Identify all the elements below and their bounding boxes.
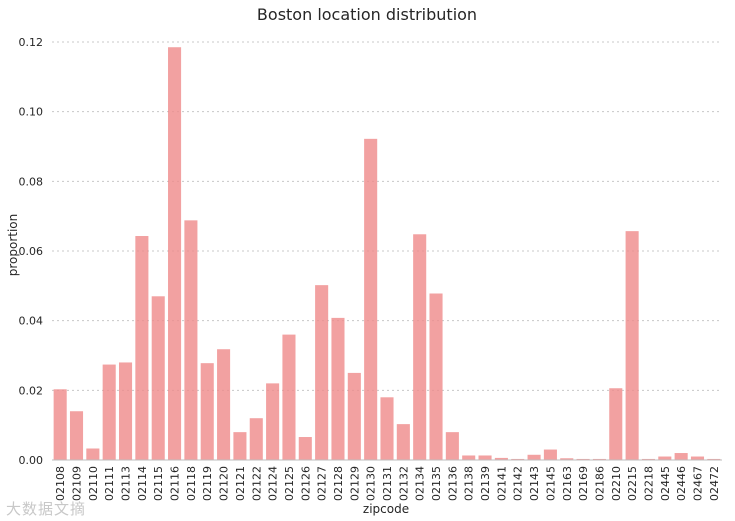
x-tick-label: 02186: [593, 466, 606, 501]
x-tick-label: 02113: [120, 466, 133, 501]
bars: [53, 47, 721, 460]
bar: [641, 458, 655, 460]
x-tick-label: 02445: [659, 466, 672, 501]
bar: [102, 364, 116, 460]
x-tick-label: 02215: [626, 466, 639, 501]
bar: [625, 231, 639, 460]
bar: [217, 349, 231, 460]
bar: [690, 456, 705, 460]
bar: [200, 363, 214, 460]
x-tick-label: 02145: [544, 466, 557, 501]
x-tick-label: 02210: [610, 466, 623, 501]
y-tick-label: 0.10: [19, 106, 44, 119]
x-tick-label: 02135: [430, 466, 443, 501]
x-tick-label: 02119: [201, 466, 214, 501]
x-axis-label: zipcode: [363, 502, 409, 516]
x-tick-label: 02115: [152, 466, 165, 501]
bar: [380, 397, 394, 460]
bar: [331, 317, 345, 460]
bar: [119, 362, 133, 460]
bar: [233, 432, 247, 460]
bar: [543, 449, 557, 460]
bar: [429, 293, 443, 460]
bar: [658, 456, 672, 460]
bar: [462, 455, 476, 460]
x-tick-label: 02472: [708, 466, 721, 501]
bar: [282, 334, 296, 460]
x-tick-label: 02142: [512, 466, 525, 501]
bar: [478, 455, 492, 460]
x-tick-label: 02163: [561, 466, 574, 501]
x-tick-label: 02446: [675, 466, 688, 501]
y-tick-label: 0.00: [19, 454, 44, 467]
x-tick-label: 02134: [414, 466, 427, 501]
chart-title: Boston location distribution: [257, 5, 477, 24]
bar: [135, 236, 149, 460]
x-tick-label: 02108: [54, 466, 67, 501]
x-tick-label: 02124: [267, 466, 280, 501]
bar: [364, 138, 378, 460]
watermark: 大数据文摘: [6, 500, 87, 518]
bar: [266, 383, 280, 460]
x-tick-label: 02121: [234, 466, 247, 501]
bar: [184, 220, 198, 460]
x-tick-label: 02141: [495, 466, 508, 501]
x-tick-label: 02118: [185, 466, 198, 501]
bar: [53, 389, 67, 460]
bar: [494, 457, 508, 460]
bar: [396, 424, 410, 460]
bar: [560, 458, 574, 460]
y-axis-ticks: 0.00 0.02 0.04 0.06 0.08 0.10 0.12: [19, 36, 44, 467]
bar: [576, 458, 590, 460]
y-tick-label: 0.12: [19, 36, 44, 49]
x-tick-label: 02132: [397, 466, 410, 501]
x-tick-label: 02129: [348, 466, 361, 501]
bar: [151, 296, 165, 460]
bar: [609, 388, 623, 460]
x-tick-label: 02125: [283, 466, 296, 501]
bar: [249, 418, 263, 460]
x-tick-label: 02218: [642, 466, 655, 501]
x-tick-label: 02143: [528, 466, 541, 501]
x-tick-label: 02126: [299, 466, 312, 501]
y-axis-label: proportion: [6, 214, 20, 277]
x-tick-label: 02110: [87, 466, 100, 501]
x-axis-ticks: 02108 02109 02110 02111 02113 02114 02115 02116…: [54, 466, 721, 501]
bar: [347, 372, 361, 460]
bar: [413, 234, 427, 460]
bar: [69, 411, 84, 460]
y-tick-label: 0.04: [19, 315, 44, 328]
x-tick-label: 02131: [381, 466, 394, 501]
x-tick-label: 02467: [691, 466, 704, 501]
y-tick-label: 0.02: [19, 384, 44, 397]
x-tick-label: 02130: [365, 466, 378, 501]
x-tick-label: 02136: [446, 466, 459, 501]
x-tick-label: 02122: [250, 466, 263, 501]
x-tick-label: 02114: [136, 466, 149, 501]
y-tick-label: 0.06: [19, 245, 44, 258]
x-tick-label: 02111: [103, 466, 116, 501]
bar: [674, 453, 688, 460]
x-tick-label: 02138: [463, 466, 476, 501]
bar: [168, 47, 182, 460]
bar: [298, 437, 312, 460]
bar: [707, 458, 721, 460]
x-tick-label: 02109: [71, 466, 84, 501]
bar: [315, 285, 329, 460]
bar: [445, 432, 459, 460]
x-tick-label: 02139: [479, 466, 492, 501]
bar: [86, 448, 100, 460]
bar: [527, 454, 541, 460]
x-tick-label: 02120: [218, 466, 231, 501]
bar: [592, 458, 606, 460]
y-tick-label: 0.08: [19, 175, 44, 188]
x-tick-label: 02116: [169, 466, 182, 501]
x-tick-label: 02128: [332, 466, 345, 501]
bar: [511, 458, 525, 460]
x-tick-label: 02169: [577, 466, 590, 501]
x-tick-label: 02127: [316, 466, 329, 501]
